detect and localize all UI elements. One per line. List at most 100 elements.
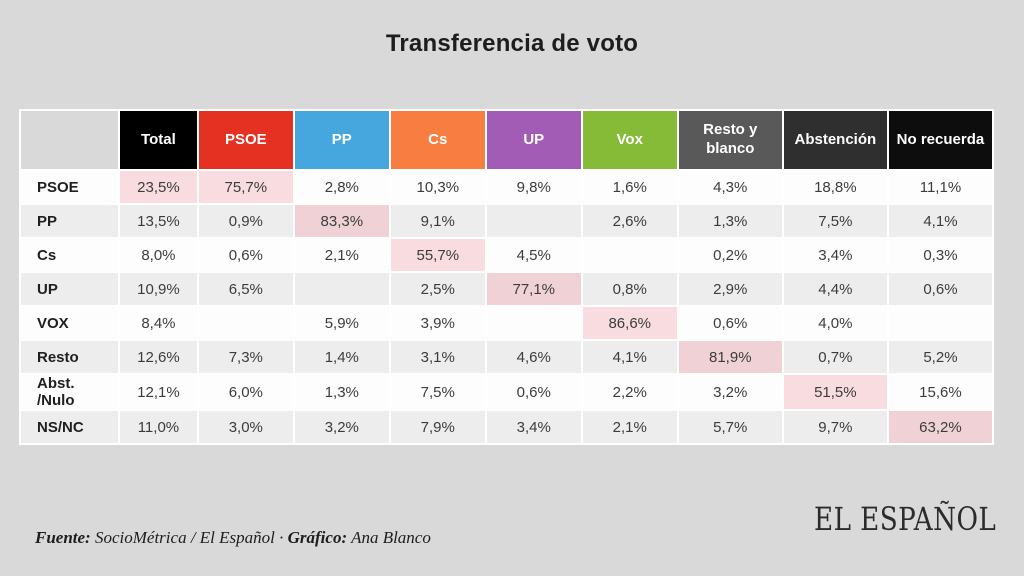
cell-psoe-psoe: 75,7% <box>196 169 295 205</box>
cell-up-psoe: 6,5% <box>196 271 295 307</box>
cell-up-cs: 2,5% <box>388 271 487 307</box>
credit-separator: · <box>279 528 284 547</box>
row-label: PP <box>18 203 121 239</box>
table-body: PSOE 23,5% 75,7% 2,8% 10,3% 9,8% 1,6% 4,3% 18,8%… <box>18 169 995 445</box>
cell-ns-nc-norecuerda: 63,2% <box>886 409 995 445</box>
table-row-up: UP 10,9% 6,5% 2,5% 77,1% 0,8% 2,9% 4,4% 0,6% <box>18 271 995 307</box>
row-label: Resto <box>18 339 121 375</box>
cell-resto-total: 12,6% <box>118 339 199 375</box>
graphic-value: Ana Blanco <box>351 528 431 547</box>
table-row-cs: Cs 8,0% 0,6% 2,1% 55,7% 4,5% 0,2% 3,4% 0,3% <box>18 237 995 273</box>
corner-cell <box>18 109 121 171</box>
cell-cs-cs: 55,7% <box>388 237 487 273</box>
cell-resto-pp: 1,4% <box>292 339 391 375</box>
cell-cs-pp: 2,1% <box>292 237 391 273</box>
cell-up-pp <box>292 271 391 307</box>
cell-psoe-abstencion: 18,8% <box>781 169 889 205</box>
column-header-resto: Resto y blanco <box>676 109 784 171</box>
cell-ns-nc-up: 3,4% <box>484 409 583 445</box>
cell-psoe-pp: 2,8% <box>292 169 391 205</box>
cell-ns-nc-resto: 5,7% <box>676 409 784 445</box>
table-row-ns-nc: NS/NC 11,0% 3,0% 3,2% 7,9% 3,4% 2,1% 5,7% 9,7% 63… <box>18 409 995 445</box>
cell-ns-nc-psoe: 3,0% <box>196 409 295 445</box>
table-row-psoe: PSOE 23,5% 75,7% 2,8% 10,3% 9,8% 1,6% 4,3% 18,8%… <box>18 169 995 205</box>
row-label: VOX <box>18 305 121 341</box>
cell-abst-nulo-pp: 1,3% <box>292 373 391 411</box>
cell-cs-psoe: 0,6% <box>196 237 295 273</box>
source-label: Fuente: <box>35 528 91 547</box>
row-label: Abst. /Nulo <box>18 373 121 411</box>
cell-ns-nc-pp: 3,2% <box>292 409 391 445</box>
graphic-label: Gráfico: <box>287 528 348 547</box>
cell-pp-vox: 2,6% <box>580 203 679 239</box>
column-header-abstencion: Abstención <box>781 109 889 171</box>
cell-resto-psoe: 7,3% <box>196 339 295 375</box>
cell-resto-resto: 81,9% <box>676 339 784 375</box>
cell-cs-resto: 0,2% <box>676 237 784 273</box>
cell-up-total: 10,9% <box>118 271 199 307</box>
cell-psoe-vox: 1,6% <box>580 169 679 205</box>
cell-cs-vox <box>580 237 679 273</box>
column-header-up: UP <box>484 109 583 171</box>
header-row: Total PSOE PP Cs UP Vox Resto y blanco Abstenci… <box>18 109 995 171</box>
cell-cs-abstencion: 3,4% <box>781 237 889 273</box>
table-row-abst-nulo: Abst. /Nulo 12,1% 6,0% 1,3% 7,5% 0,6% 2,2% 3,2%… <box>18 373 995 411</box>
cell-pp-pp: 83,3% <box>292 203 391 239</box>
cell-cs-total: 8,0% <box>118 237 199 273</box>
column-header-total: Total <box>118 109 199 171</box>
el-espanol-logo: EL ESPAÑOL <box>813 500 996 538</box>
cell-abst-nulo-cs: 7,5% <box>388 373 487 411</box>
cell-up-norecuerda: 0,6% <box>886 271 995 307</box>
cell-pp-resto: 1,3% <box>676 203 784 239</box>
cell-abst-nulo-vox: 2,2% <box>580 373 679 411</box>
cell-vox-resto: 0,6% <box>676 305 784 341</box>
cell-vox-psoe <box>196 305 295 341</box>
cell-psoe-resto: 4,3% <box>676 169 784 205</box>
row-label: Cs <box>18 237 121 273</box>
cell-vox-up <box>484 305 583 341</box>
cell-pp-norecuerda: 4,1% <box>886 203 995 239</box>
table-header: Total PSOE PP Cs UP Vox Resto y blanco Abstenci… <box>18 109 995 171</box>
cell-abst-nulo-psoe: 6,0% <box>196 373 295 411</box>
cell-pp-psoe: 0,9% <box>196 203 295 239</box>
cell-pp-abstencion: 7,5% <box>781 203 889 239</box>
cell-vox-pp: 5,9% <box>292 305 391 341</box>
cell-vox-abstencion: 4,0% <box>781 305 889 341</box>
row-label: UP <box>18 271 121 307</box>
cell-resto-vox: 4,1% <box>580 339 679 375</box>
cell-up-resto: 2,9% <box>676 271 784 307</box>
cell-pp-cs: 9,1% <box>388 203 487 239</box>
cell-up-abstencion: 4,4% <box>781 271 889 307</box>
cell-psoe-norecuerda: 11,1% <box>886 169 995 205</box>
cell-abst-nulo-norecuerda: 15,6% <box>886 373 995 411</box>
cell-pp-total: 13,5% <box>118 203 199 239</box>
column-header-psoe: PSOE <box>196 109 295 171</box>
table-row-pp: PP 13,5% 0,9% 83,3% 9,1% 2,6% 1,3% 7,5% 4,1% <box>18 203 995 239</box>
column-header-norecuerda: No recuerda <box>886 109 995 171</box>
cell-up-up: 77,1% <box>484 271 583 307</box>
cell-ns-nc-vox: 2,1% <box>580 409 679 445</box>
cell-resto-norecuerda: 5,2% <box>886 339 995 375</box>
vote-transfer-table: Total PSOE PP Cs UP Vox Resto y blanco Abstenci… <box>18 109 995 445</box>
cell-abst-nulo-resto: 3,2% <box>676 373 784 411</box>
cell-vox-cs: 3,9% <box>388 305 487 341</box>
cell-cs-norecuerda: 0,3% <box>886 237 995 273</box>
cell-resto-up: 4,6% <box>484 339 583 375</box>
cell-abst-nulo-up: 0,6% <box>484 373 583 411</box>
cell-resto-cs: 3,1% <box>388 339 487 375</box>
table-row-vox: VOX 8,4% 5,9% 3,9% 86,6% 0,6% 4,0% <box>18 305 995 341</box>
cell-resto-abstencion: 0,7% <box>781 339 889 375</box>
cell-vox-total: 8,4% <box>118 305 199 341</box>
cell-vox-norecuerda <box>886 305 995 341</box>
cell-pp-up <box>484 203 583 239</box>
cell-up-vox: 0,8% <box>580 271 679 307</box>
table-row-resto: Resto 12,6% 7,3% 1,4% 3,1% 4,6% 4,1% 81,9% 0,7% 5… <box>18 339 995 375</box>
cell-ns-nc-total: 11,0% <box>118 409 199 445</box>
source-value: SocioMétrica / El Español <box>94 528 275 547</box>
cell-ns-nc-cs: 7,9% <box>388 409 487 445</box>
page-title: Transferencia de voto <box>385 30 639 57</box>
cell-psoe-total: 23,5% <box>118 169 199 205</box>
cell-ns-nc-abstencion: 9,7% <box>781 409 889 445</box>
row-label: PSOE <box>18 169 121 205</box>
source-credit: Fuente: SocioMétrica / El Español · Gráf… <box>35 528 431 548</box>
